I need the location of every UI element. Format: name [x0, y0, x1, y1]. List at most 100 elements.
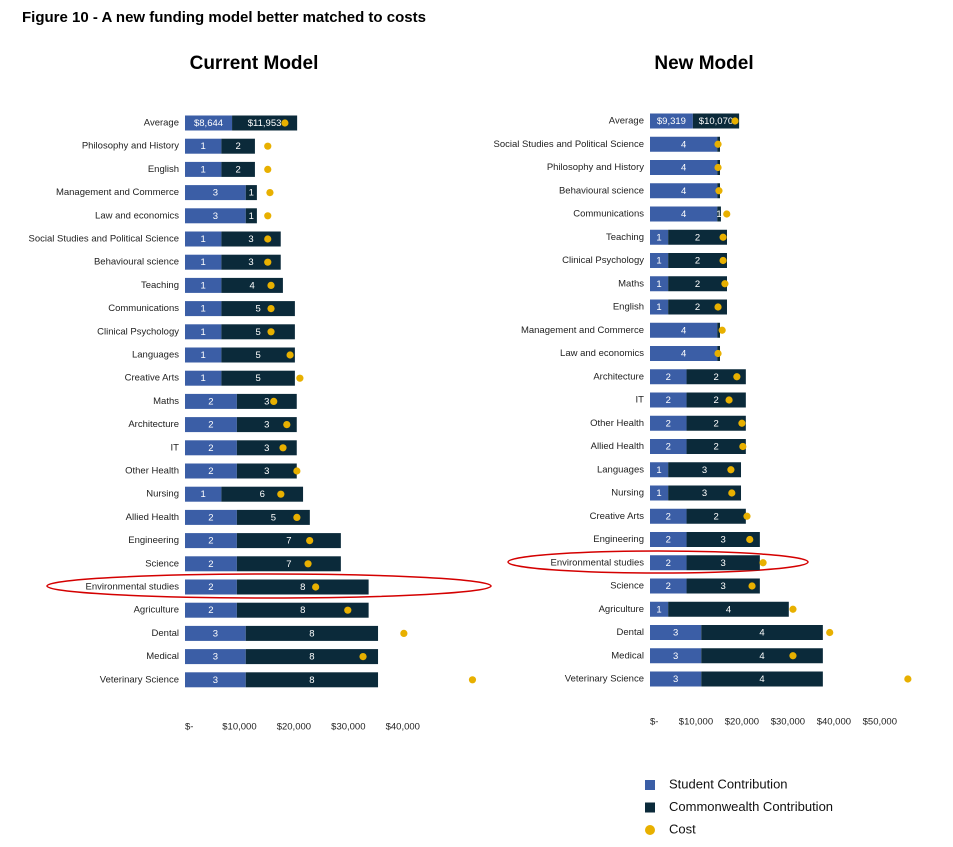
category-label: Behavioural science: [559, 185, 644, 196]
category-label: Communications: [573, 209, 644, 220]
bar-segment: [185, 161, 222, 177]
cost-dot: [296, 374, 304, 382]
bar-segment: [650, 578, 687, 594]
bar-label: 2: [236, 141, 241, 152]
bar-label: 2: [714, 418, 719, 429]
cost-dot: [725, 396, 733, 404]
cost-dot: [719, 233, 727, 241]
category-label: Medical: [611, 650, 644, 661]
bar-segment: [650, 648, 702, 664]
category-label: Other Health: [590, 418, 644, 429]
x-tick-label: $20,000: [277, 722, 311, 733]
category-label: Engineering: [128, 535, 179, 546]
bar-segment: [650, 183, 718, 199]
cost-dot: [264, 212, 272, 220]
bar-label: 2: [695, 302, 700, 313]
bar-label: 2: [666, 372, 671, 383]
bar-segment: [245, 649, 379, 665]
cost-dot: [359, 653, 367, 661]
legend-label: Student Contribution: [669, 776, 788, 791]
cost-dot: [267, 305, 275, 313]
bar-label: 5: [271, 512, 276, 523]
bar-segment: [686, 369, 746, 385]
bar-label: $11,953: [248, 118, 282, 129]
bar-label: $8,644: [194, 118, 223, 129]
category-label: Social Studies and Political Science: [28, 234, 179, 245]
bar-label: 2: [666, 558, 671, 569]
x-tick-label: $-: [185, 722, 193, 733]
bar-segment: [221, 161, 255, 177]
cost-dot: [264, 165, 272, 173]
bar-segment: [668, 253, 727, 268]
bar-label: 3: [673, 628, 678, 639]
legend-swatch: [645, 825, 655, 835]
bar-segment: [686, 578, 760, 594]
bar-segment: [221, 138, 255, 154]
bar-label: 3: [673, 674, 678, 685]
bar-segment: [185, 301, 222, 317]
cost-dot: [739, 442, 747, 451]
bar-segment: [701, 671, 823, 687]
bar-label: 1: [656, 232, 661, 243]
cost-dot: [267, 281, 275, 289]
bar-label: 7: [286, 559, 291, 570]
category-label: Other Health: [125, 466, 179, 477]
bar-label: 2: [714, 511, 719, 522]
category-label: Allied Health: [126, 512, 179, 523]
bar-label: 3: [213, 628, 218, 639]
cost-dot: [904, 675, 912, 683]
bar-label: 1: [249, 211, 254, 222]
bar-segment: [668, 462, 742, 478]
bar-label: 2: [695, 279, 700, 290]
cost-dot: [400, 629, 408, 638]
bar-segment: [245, 625, 379, 641]
bar-label: 5: [255, 350, 260, 361]
cost-dot: [723, 210, 731, 218]
bar-label: $10,070: [699, 116, 733, 127]
bar-label: 2: [208, 582, 213, 593]
bar-label: 4: [681, 325, 686, 336]
bar-label: 5: [255, 304, 260, 315]
category-label: Dental: [617, 627, 644, 638]
cost-dot: [714, 163, 722, 172]
bar-label: 1: [201, 304, 206, 315]
bar-label: 3: [248, 257, 253, 268]
cost-dot: [293, 467, 301, 475]
bar-segment: [717, 206, 721, 222]
bar-segment: [185, 509, 237, 525]
figure-title: Figure 10 - A new funding model better m…: [22, 9, 426, 26]
bar-label: 2: [236, 164, 241, 175]
bar-segment: [221, 277, 283, 293]
bar-segment: [686, 415, 746, 431]
category-label: Behavioural science: [94, 257, 179, 268]
bar-segment: [650, 462, 669, 478]
bar-segment: [185, 324, 222, 340]
category-label: Dental: [152, 628, 179, 639]
bar-segment: [185, 185, 246, 201]
bar-label: 1: [201, 257, 206, 268]
bar-segment: [236, 463, 297, 479]
bar-segment: [185, 602, 237, 618]
bar-segment: [185, 347, 222, 363]
bar-label: 1: [201, 141, 206, 152]
bar-label: 2: [714, 372, 719, 383]
cost-dot: [293, 513, 301, 522]
cost-dot: [304, 560, 312, 568]
bar-segment: [650, 392, 687, 408]
bar-segment: [236, 509, 310, 525]
bar-segment: [236, 602, 369, 618]
cost-dot: [728, 489, 736, 497]
bar-segment: [185, 625, 246, 641]
category-label: Communications: [108, 303, 179, 314]
category-label: Creative Arts: [590, 511, 645, 522]
bar-label: 4: [681, 139, 686, 150]
bar-label: 3: [213, 188, 218, 199]
bar-segment: [185, 672, 246, 688]
category-label: Nursing: [611, 488, 644, 499]
bar-segment: [650, 299, 669, 315]
bar-segment: [650, 322, 718, 338]
cost-dot: [468, 676, 477, 684]
category-label: Philosophy and History: [547, 162, 644, 173]
bar-label: 2: [666, 535, 671, 546]
bar-segment: [650, 508, 687, 524]
